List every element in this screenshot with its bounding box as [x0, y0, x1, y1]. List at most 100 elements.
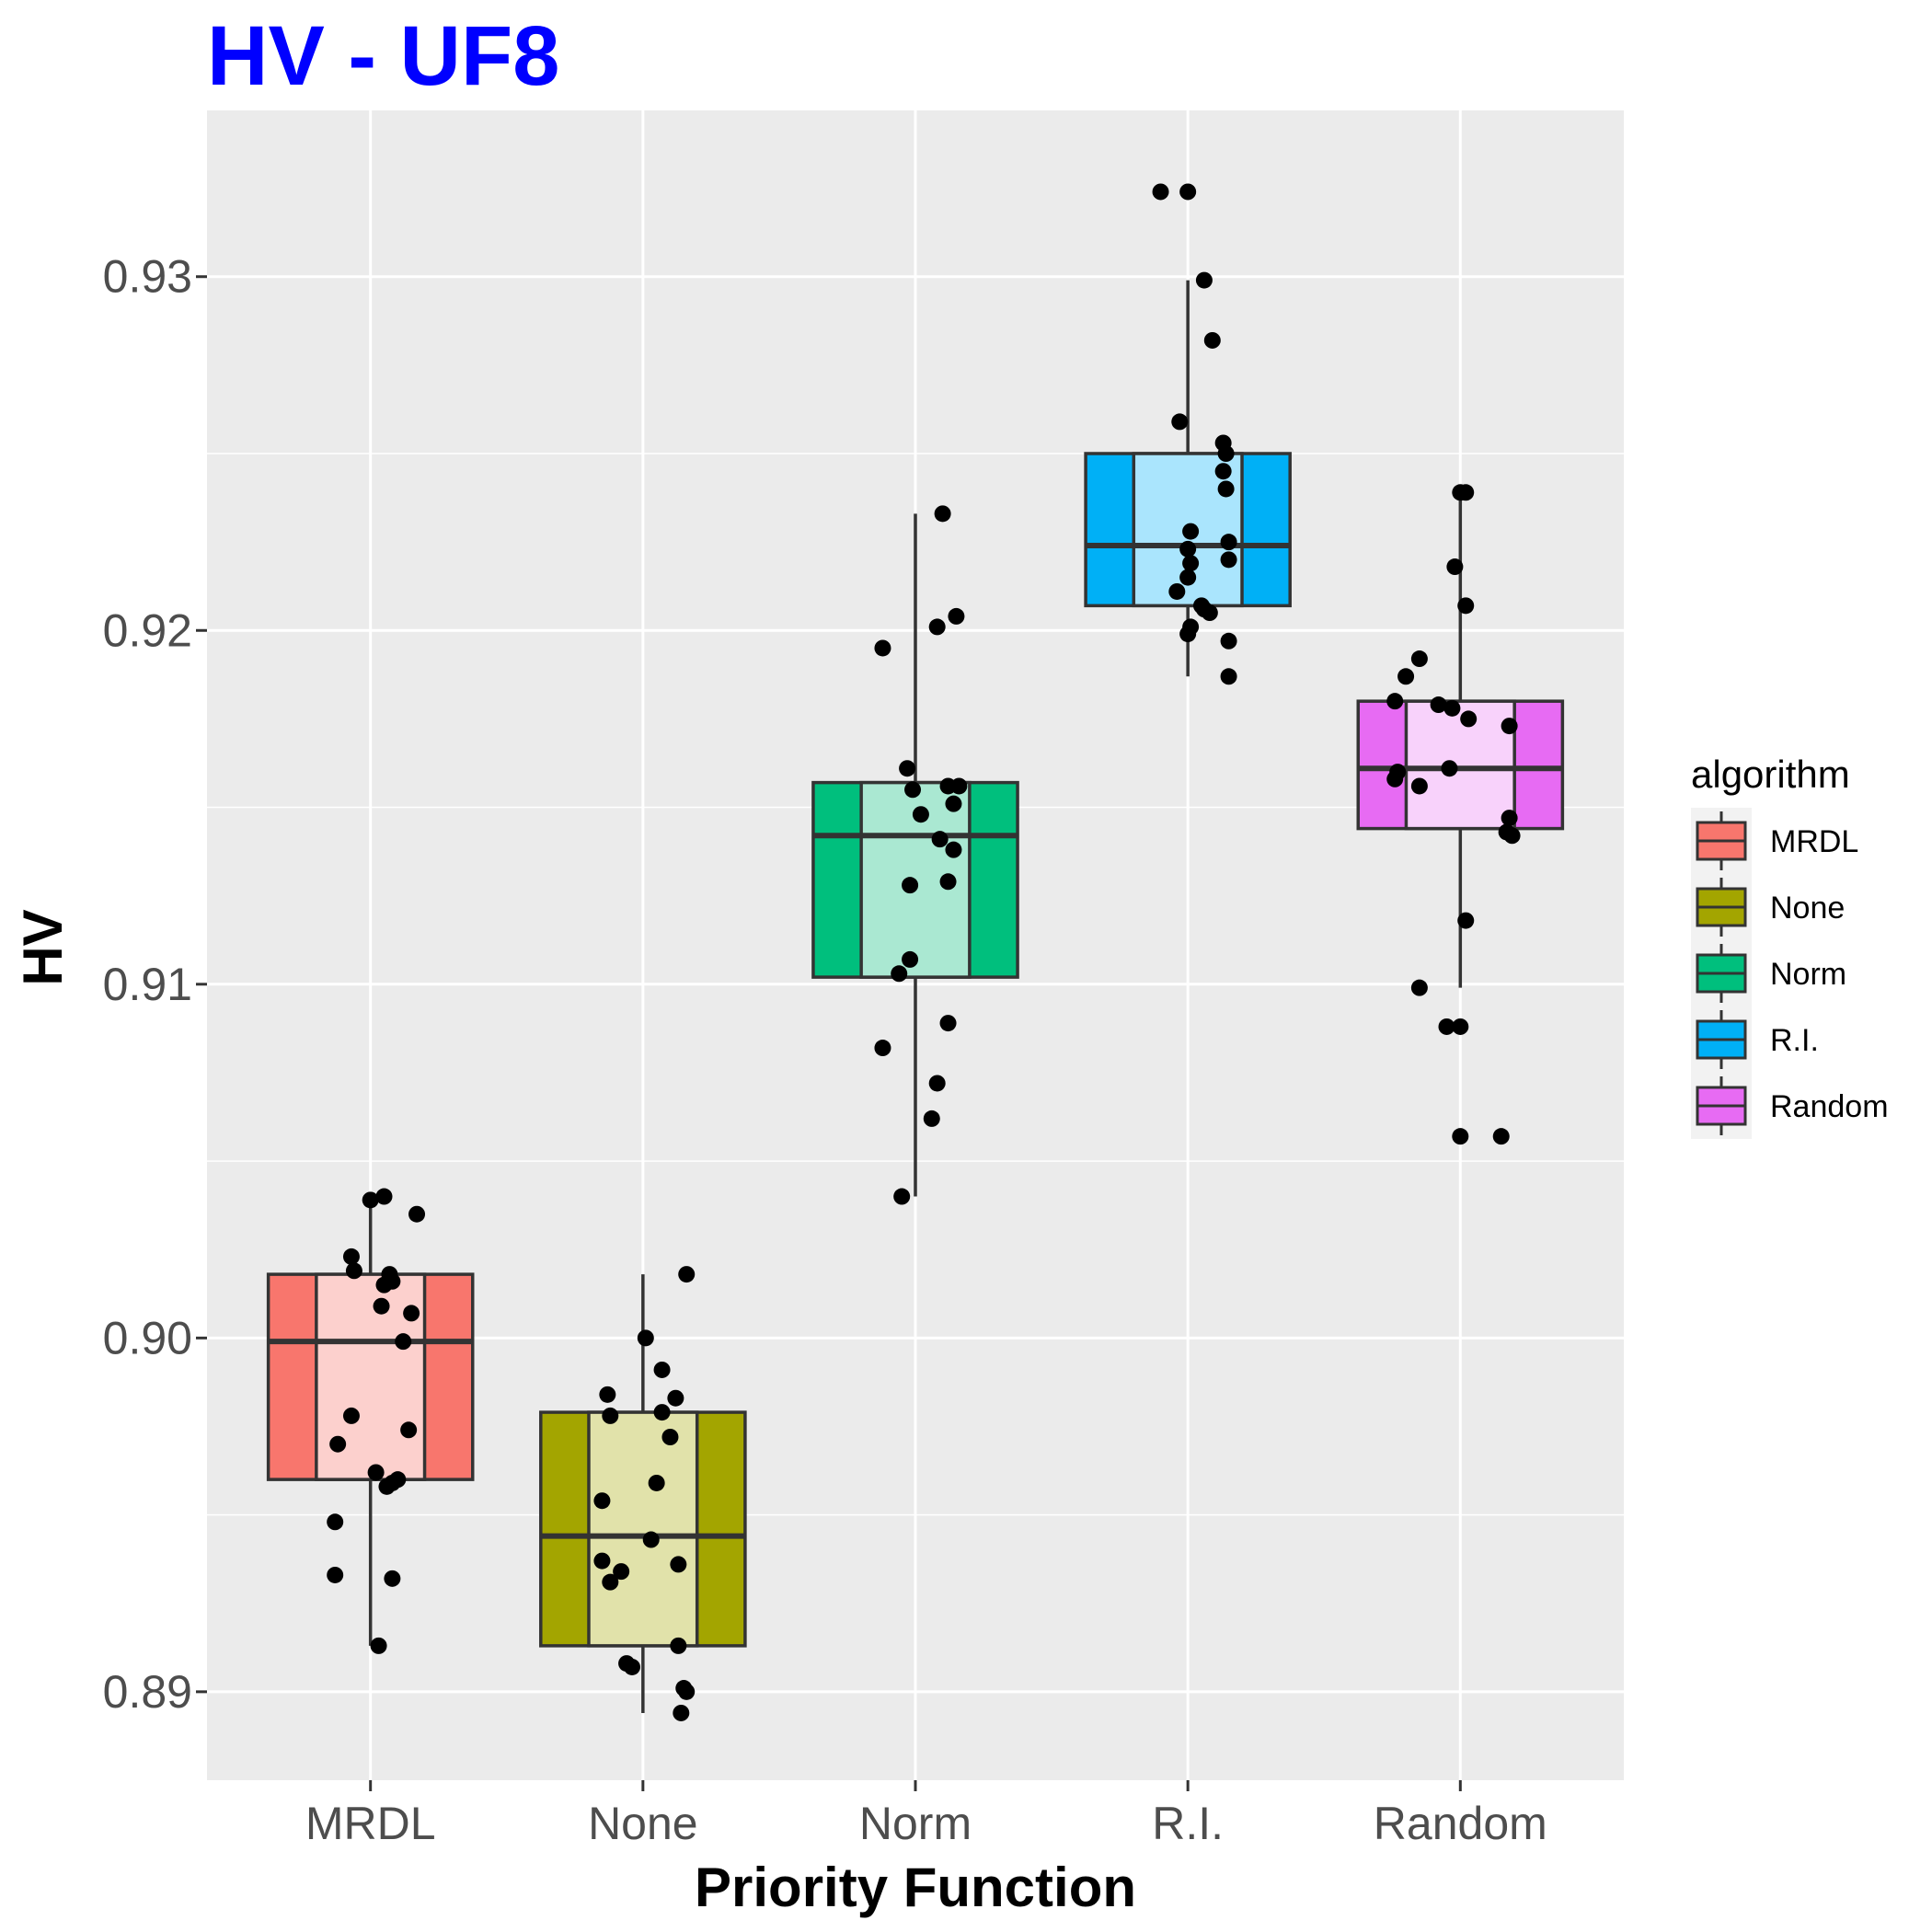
data-point: [375, 1188, 393, 1205]
y-tick-label: 0.92: [103, 604, 192, 656]
x-tick-label: MRDL: [305, 1798, 436, 1849]
data-point: [1217, 480, 1235, 498]
y-tick-label: 0.89: [103, 1666, 192, 1718]
data-point: [1168, 582, 1186, 600]
data-point: [637, 1329, 654, 1347]
data-point: [1441, 760, 1458, 777]
data-point: [599, 1386, 616, 1403]
legend-entry-r-i: R.I.: [1691, 1006, 1819, 1073]
legend-label: None: [1770, 891, 1845, 926]
chart-title: HV - UF8: [207, 9, 559, 103]
data-point: [945, 795, 962, 812]
legend-entry-random: Random: [1691, 1073, 1889, 1139]
data-point: [1195, 271, 1213, 289]
data-point: [384, 1570, 401, 1587]
data-point: [613, 1563, 630, 1581]
data-point: [1410, 650, 1428, 668]
legend-title: algorithm: [1691, 753, 1850, 796]
data-point: [939, 873, 957, 891]
data-point: [874, 639, 891, 657]
data-point: [327, 1566, 344, 1583]
data-point: [1443, 699, 1461, 717]
data-point: [661, 1429, 679, 1446]
data-point: [1492, 1128, 1510, 1145]
data-point: [1214, 463, 1232, 480]
data-point: [678, 1683, 696, 1700]
data-point: [893, 1188, 911, 1205]
data-point: [670, 1637, 687, 1654]
data-point: [1503, 827, 1521, 845]
data-point: [1179, 626, 1197, 643]
y-tick-label: 0.93: [103, 251, 192, 303]
data-point: [1452, 1018, 1469, 1035]
data-point: [329, 1435, 347, 1453]
data-point: [327, 1513, 344, 1531]
data-point: [945, 841, 962, 858]
data-point: [1220, 668, 1237, 685]
y-axis-title: HV: [12, 909, 74, 985]
data-point: [1460, 710, 1478, 728]
data-point: [602, 1407, 619, 1424]
data-point: [1179, 183, 1197, 201]
data-point: [934, 505, 951, 523]
data-point: [928, 618, 946, 636]
data-point: [403, 1305, 420, 1322]
data-point: [602, 1573, 619, 1591]
data-point: [1386, 770, 1404, 788]
y-tick-label: 0.91: [103, 959, 192, 1010]
data-point: [939, 1015, 957, 1032]
data-point: [1220, 534, 1237, 551]
data-point: [902, 950, 919, 968]
data-point: [904, 781, 922, 799]
data-point: [1430, 696, 1447, 714]
data-point: [1501, 810, 1518, 827]
data-point: [653, 1404, 671, 1421]
box-none: [539, 1274, 747, 1713]
data-point: [362, 1191, 379, 1209]
data-point: [1217, 444, 1235, 462]
data-point: [342, 1407, 360, 1424]
data-point: [1457, 912, 1475, 929]
x-axis-title: Priority Function: [695, 1857, 1136, 1918]
data-point: [378, 1478, 396, 1495]
data-point: [1179, 569, 1197, 586]
point-layer: [327, 183, 1521, 1721]
data-point: [948, 607, 965, 625]
data-point: [1182, 523, 1200, 540]
data-point: [950, 777, 968, 795]
legend-entry-mrdl: MRDL: [1691, 808, 1858, 874]
data-point: [345, 1262, 362, 1280]
data-point: [912, 806, 929, 823]
data-point: [891, 965, 908, 983]
data-point: [1397, 668, 1415, 685]
data-point: [408, 1205, 426, 1223]
x-tick-label: Norm: [859, 1798, 972, 1849]
data-point: [395, 1333, 412, 1351]
data-point: [342, 1248, 360, 1265]
data-point: [384, 1272, 401, 1290]
data-point: [373, 1297, 390, 1315]
data-point: [642, 1531, 660, 1548]
data-point: [593, 1492, 611, 1510]
data-point: [1220, 632, 1237, 650]
data-point: [653, 1361, 671, 1378]
data-point: [1152, 183, 1169, 201]
data-point: [1171, 413, 1189, 431]
x-tick-label: Random: [1374, 1798, 1547, 1849]
data-point: [367, 1464, 385, 1481]
y-tick-label: 0.90: [103, 1312, 192, 1363]
data-point: [673, 1704, 690, 1721]
legend-label: R.I.: [1770, 1023, 1819, 1058]
axis-layer: 0.89 0.90 0.91 0.92 0.93 MRDL None Norm R.I. Rand…: [103, 251, 1547, 1849]
data-point: [1220, 551, 1237, 569]
data-point: [902, 877, 919, 894]
data-point: [1179, 540, 1197, 558]
data-point: [923, 1110, 940, 1127]
data-point: [874, 1040, 891, 1057]
data-point: [1457, 484, 1475, 501]
legend-label: Norm: [1770, 957, 1846, 992]
box-inner: [587, 1410, 699, 1648]
data-point: [1386, 693, 1404, 710]
